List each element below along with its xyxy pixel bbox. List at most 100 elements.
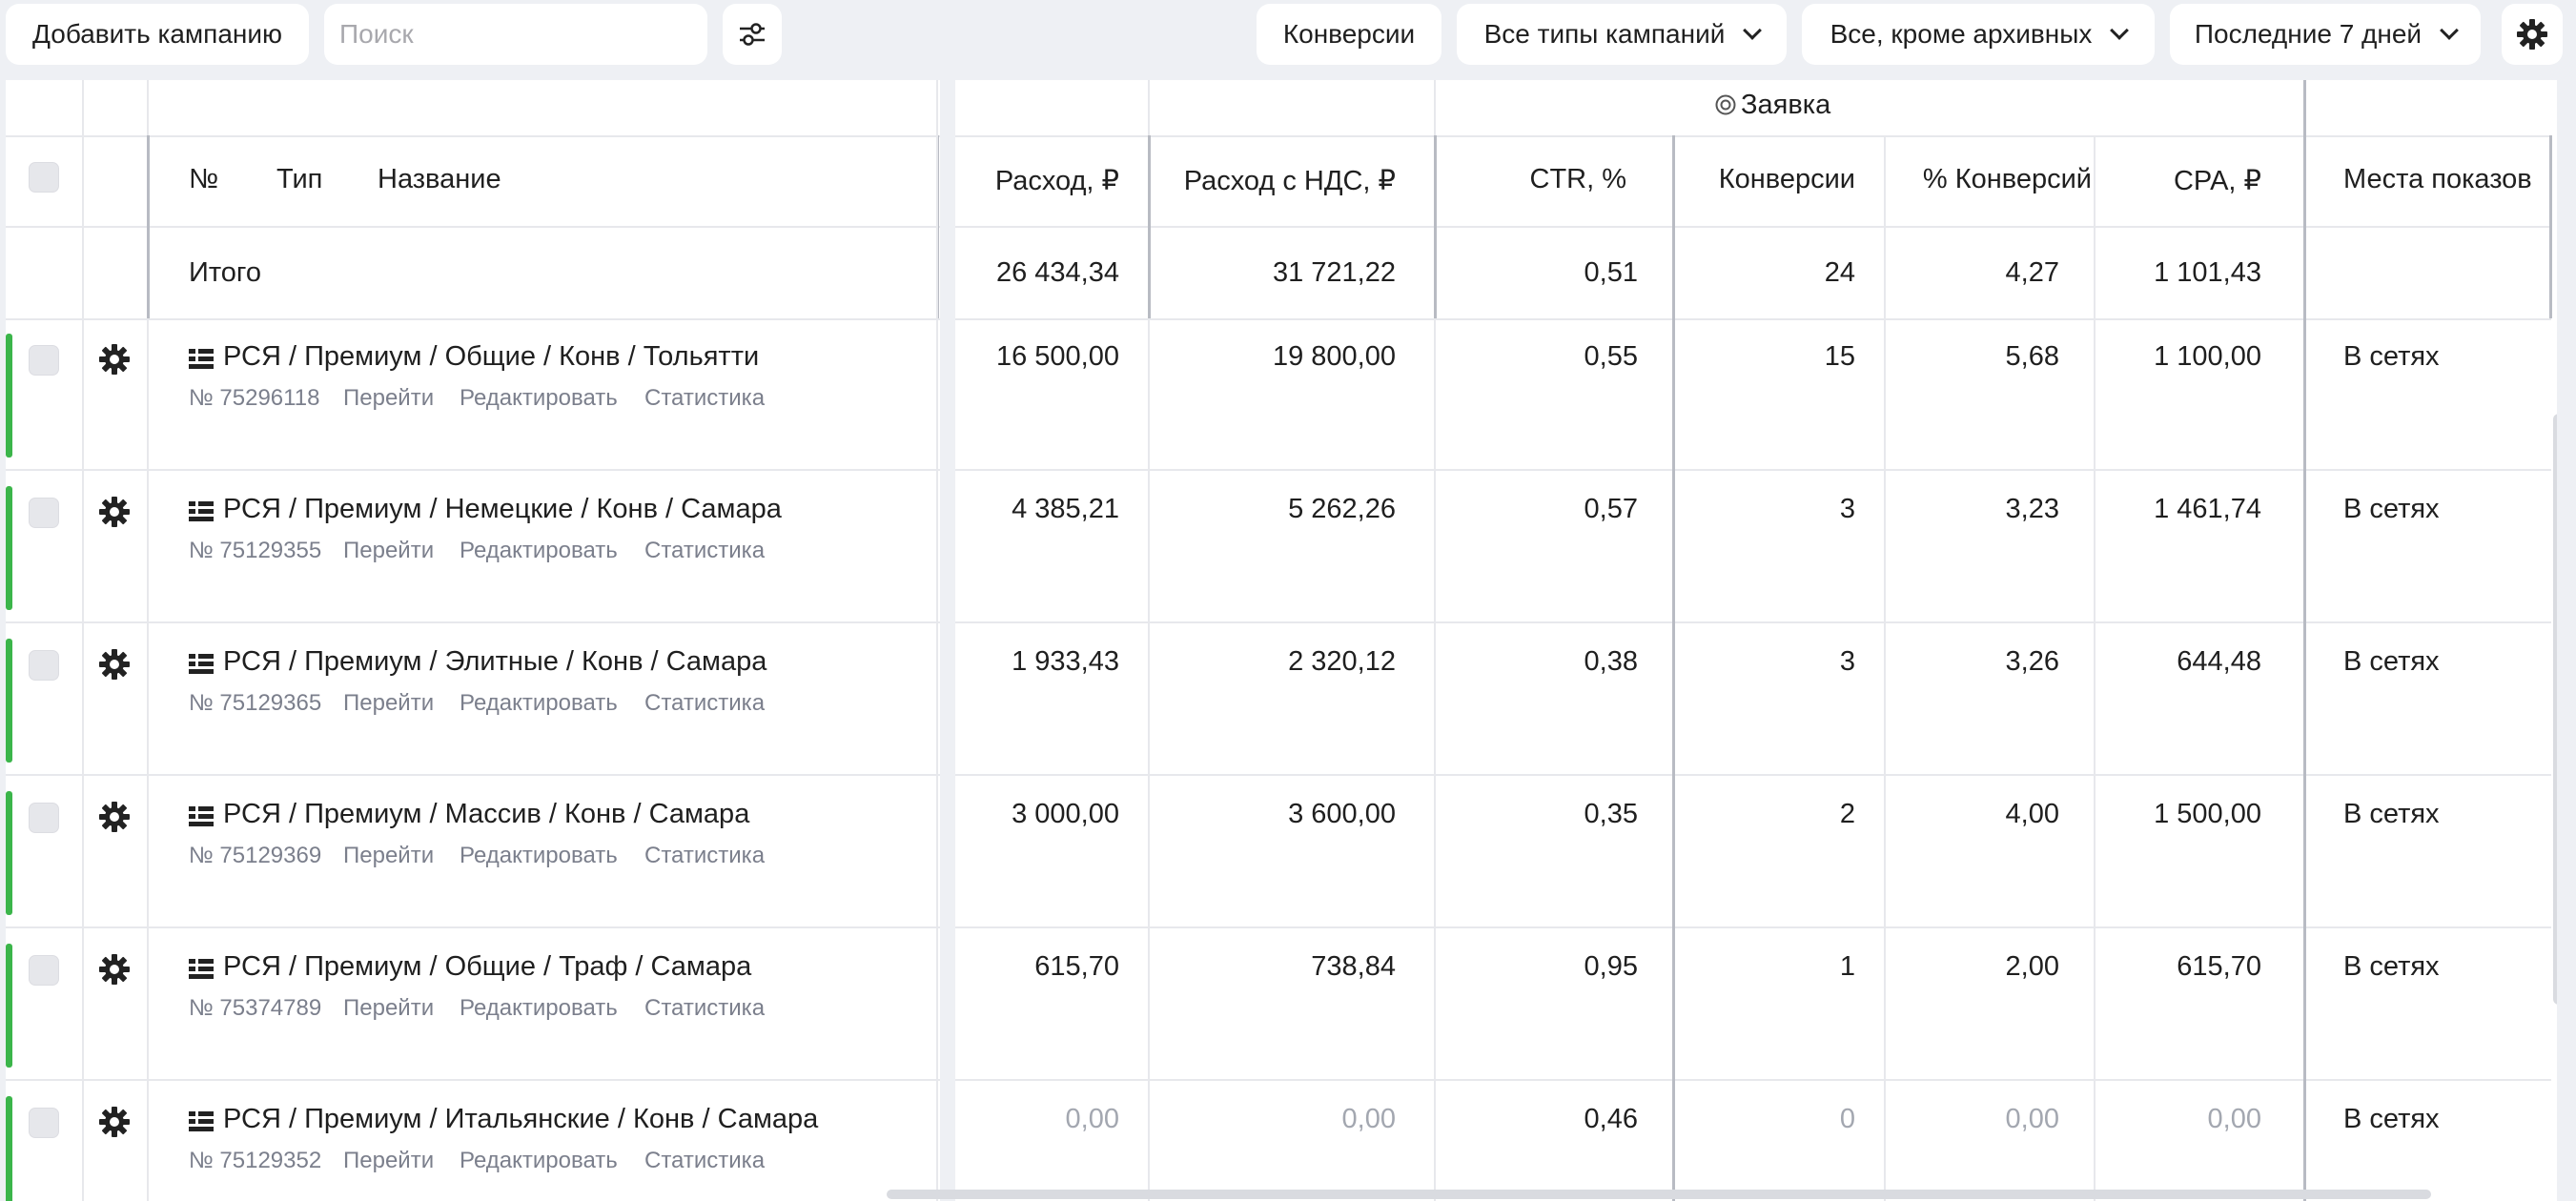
go-link[interactable]: Перейти: [343, 385, 435, 411]
cell-ctr: 0,95: [1584, 951, 1638, 982]
filter-settings-button[interactable]: [723, 4, 782, 65]
status-indicator: [6, 486, 12, 610]
cell-conv-rate: 4,00: [2005, 799, 2059, 829]
column-header-placement[interactable]: Места показов: [2343, 164, 2532, 194]
archive-filter-dropdown[interactable]: Все, кроме архивных: [1802, 4, 2155, 65]
goal-label: Заявка: [1741, 90, 1831, 120]
column-header-spend[interactable]: Расход, ₽: [994, 166, 1119, 196]
conversions-button[interactable]: Конверсии: [1257, 4, 1441, 65]
go-link[interactable]: Перейти: [343, 690, 435, 716]
column-header-conversions[interactable]: Конверсии: [1718, 164, 1855, 194]
campaigns-table: Заявка № Тип Название Расход, ₽ Расход с…: [6, 80, 2557, 1201]
cell-cpa: 1 100,00: [2154, 341, 2261, 372]
campaign-name[interactable]: РСЯ / Премиум / Итальянские / Конв / Сам…: [223, 1104, 819, 1134]
cell-spend: 4 385,21: [1012, 494, 1119, 524]
cell-ctr: 0,46: [1584, 1104, 1638, 1134]
row-checkbox[interactable]: [29, 955, 59, 986]
vertical-scrollbar[interactable]: [2553, 414, 2557, 1005]
goal-header[interactable]: Заявка: [1714, 90, 1830, 121]
campaign-name[interactable]: РСЯ / Премиум / Общие / Траф / Самара: [223, 951, 752, 982]
chevron-down-icon: [2110, 21, 2130, 40]
divider: [1148, 80, 1150, 1201]
cell-conv-rate: 3,26: [2005, 646, 2059, 677]
cell-spend: 615,70: [1034, 951, 1119, 982]
cell-placement: В сетях: [2343, 341, 2440, 372]
edit-link[interactable]: Редактировать: [460, 843, 618, 868]
settings-button[interactable]: [2502, 4, 2563, 65]
cell-conv-rate: 3,23: [2005, 494, 2059, 524]
go-link[interactable]: Перейти: [343, 995, 435, 1021]
gear-icon[interactable]: [98, 1106, 131, 1138]
toolbar: Добавить кампанию Конверсии Все типы кам…: [0, 0, 2576, 76]
cell-placement: В сетях: [2343, 951, 2440, 982]
gear-icon: [2517, 19, 2547, 50]
status-indicator: [6, 1096, 12, 1201]
campaign-type-icon: [189, 806, 214, 827]
campaign-id: № 75129365: [189, 690, 322, 716]
total-ctr: 0,51: [1584, 257, 1638, 288]
gear-icon[interactable]: [98, 801, 131, 833]
edit-link[interactable]: Редактировать: [460, 538, 618, 563]
cell-placement: В сетях: [2343, 799, 2440, 829]
add-campaign-button[interactable]: Добавить кампанию: [6, 4, 309, 65]
cell-conversions: 1: [1839, 951, 1855, 982]
row-checkbox[interactable]: [29, 1108, 59, 1138]
divider: [147, 80, 149, 1201]
cell-spend: 16 500,00: [995, 341, 1119, 372]
column-header-ctr[interactable]: CTR, %: [1529, 164, 1627, 194]
edit-link[interactable]: Редактировать: [460, 995, 618, 1021]
row-checkbox[interactable]: [29, 650, 59, 681]
cell-placement: В сетях: [2343, 494, 2440, 524]
edit-link[interactable]: Редактировать: [460, 690, 618, 716]
campaign-type-icon: [189, 349, 214, 370]
stats-link[interactable]: Статистика: [644, 385, 766, 411]
gear-icon[interactable]: [98, 648, 131, 681]
campaign-types-dropdown[interactable]: Все типы кампаний: [1457, 4, 1787, 65]
horizontal-scrollbar[interactable]: [887, 1190, 2431, 1199]
campaign-name[interactable]: РСЯ / Премиум / Немецкие / Конв / Самара: [223, 494, 782, 524]
frozen-column-separator: [940, 80, 955, 1201]
column-header-cpa[interactable]: CPA, ₽: [2173, 166, 2261, 196]
row-checkbox[interactable]: [29, 498, 59, 528]
cell-conv-rate: 2,00: [2005, 951, 2059, 982]
go-link[interactable]: Перейти: [343, 1148, 435, 1173]
select-all-checkbox[interactable]: [29, 162, 59, 193]
column-header-name[interactable]: Название: [378, 164, 501, 194]
total-conversions: 24: [1824, 257, 1855, 288]
go-link[interactable]: Перейти: [343, 538, 435, 563]
edit-link[interactable]: Редактировать: [460, 1148, 618, 1173]
campaign-type-icon: [189, 959, 214, 980]
cell-spend-vat: 0,00: [1341, 1104, 1396, 1134]
period-dropdown[interactable]: Последние 7 дней: [2170, 4, 2481, 65]
cell-ctr: 0,38: [1584, 646, 1638, 677]
cell-cpa: 1 500,00: [2154, 799, 2261, 829]
cell-spend-vat: 19 800,00: [1272, 341, 1396, 372]
stats-link[interactable]: Статистика: [644, 995, 766, 1021]
divider: [147, 135, 150, 318]
conversions-label: Конверсии: [1282, 19, 1416, 49]
column-header-conv-rate[interactable]: % Конверсий: [1922, 164, 2092, 194]
campaign-name[interactable]: РСЯ / Премиум / Массив / Конв / Самара: [223, 799, 750, 829]
stats-link[interactable]: Статистика: [644, 1148, 766, 1173]
row-checkbox[interactable]: [29, 345, 59, 376]
gear-icon[interactable]: [98, 953, 131, 986]
column-header-num[interactable]: №: [189, 164, 219, 194]
campaign-name[interactable]: РСЯ / Премиум / Общие / Конв / Тольятти: [223, 341, 760, 372]
edit-link[interactable]: Редактировать: [460, 385, 618, 411]
go-link[interactable]: Перейти: [343, 843, 435, 868]
status-indicator: [6, 639, 12, 763]
cell-cpa: 1 461,74: [2154, 494, 2261, 524]
column-header-spend-vat[interactable]: Расход с НДС, ₽: [1183, 166, 1396, 196]
status-indicator: [6, 791, 12, 915]
campaign-name[interactable]: РСЯ / Премиум / Элитные / Конв / Самара: [223, 646, 767, 677]
stats-link[interactable]: Статистика: [644, 538, 766, 563]
search-input[interactable]: [324, 4, 707, 65]
cell-spend-vat: 2 320,12: [1288, 646, 1396, 677]
stats-link[interactable]: Статистика: [644, 690, 766, 716]
column-header-type[interactable]: Тип: [276, 164, 323, 194]
gear-icon[interactable]: [98, 496, 131, 528]
cell-conv-rate: 0,00: [2005, 1104, 2059, 1134]
stats-link[interactable]: Статистика: [644, 843, 766, 868]
row-checkbox[interactable]: [29, 803, 59, 833]
gear-icon[interactable]: [98, 343, 131, 376]
